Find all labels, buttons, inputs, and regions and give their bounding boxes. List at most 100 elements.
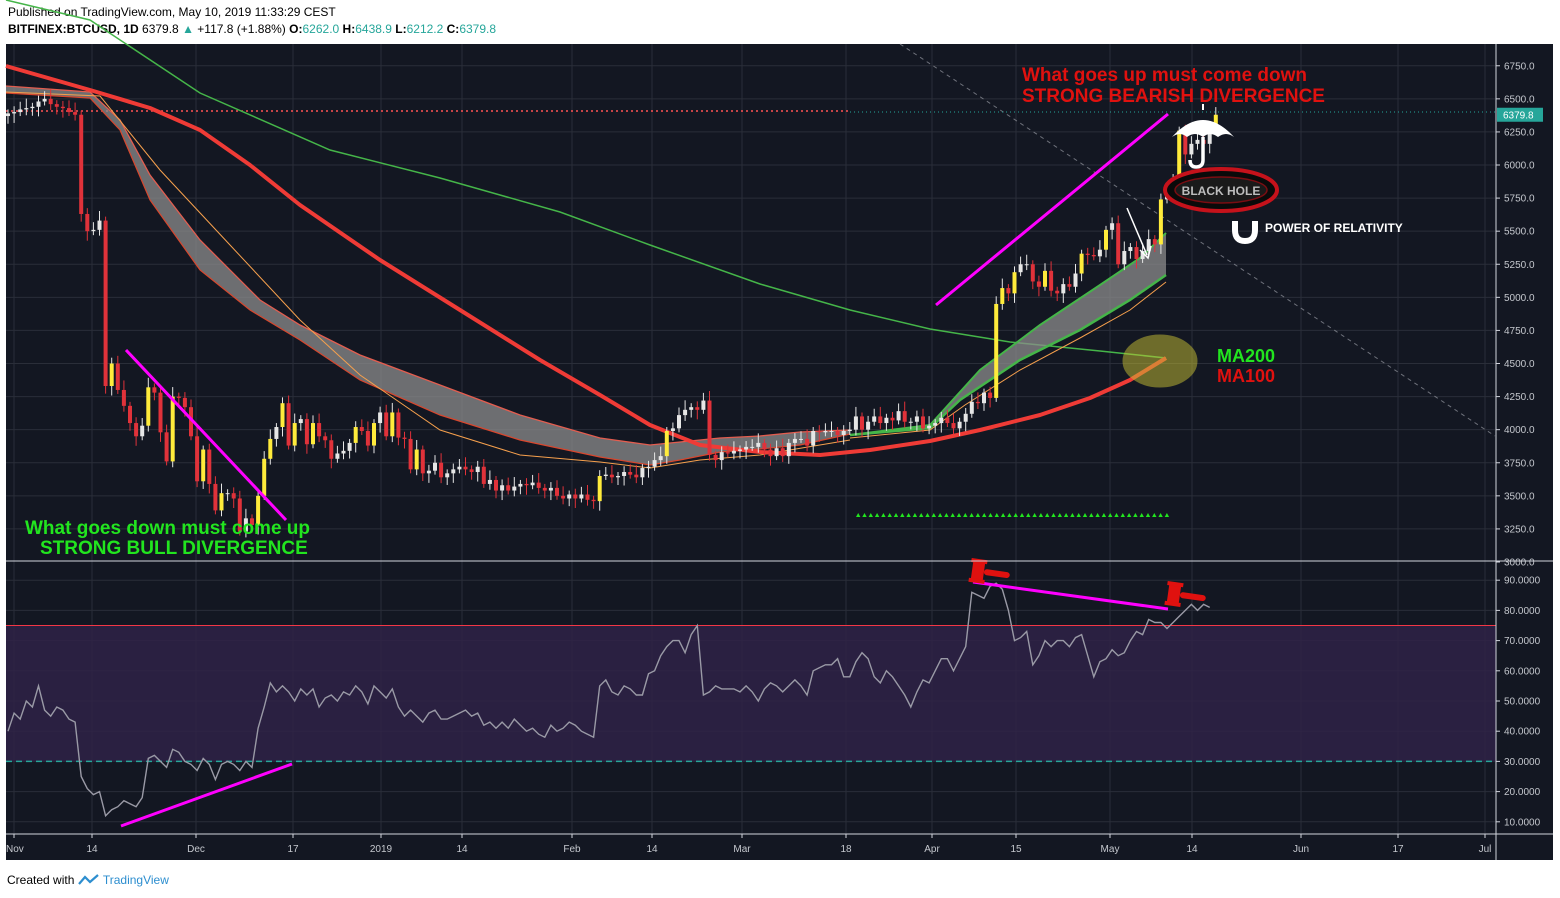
candle xyxy=(347,438,352,459)
signal-triangle-marker xyxy=(1139,513,1144,517)
price-pane xyxy=(5,0,1496,538)
candle-body xyxy=(311,423,315,445)
candle xyxy=(311,415,315,449)
candle-body xyxy=(48,98,53,105)
candle-body xyxy=(176,396,181,398)
signal-triangle-marker xyxy=(1013,513,1018,517)
candle-body xyxy=(494,479,498,491)
candle-body xyxy=(731,450,736,454)
candle-body xyxy=(384,412,389,437)
candle-body xyxy=(1183,130,1188,155)
candle-body xyxy=(1213,114,1218,130)
signal-triangle-marker xyxy=(1095,513,1100,517)
candle xyxy=(475,460,480,482)
tradingview-link[interactable]: TradingView xyxy=(102,873,169,887)
candle-body xyxy=(439,462,444,478)
time-tick-label: Dec xyxy=(187,844,205,855)
price-axis[interactable]: 6750.0 6500.0 6250.0 6000.0 5750.0 5500.0 5250… xyxy=(1496,61,1543,569)
candle-body xyxy=(109,363,114,387)
relativity-label: POWER OF RELATIVITY xyxy=(1265,221,1403,235)
candle-body xyxy=(969,401,974,414)
black-hole-core xyxy=(1174,176,1268,204)
candle-body xyxy=(1085,253,1090,255)
candle-body xyxy=(426,470,431,474)
candle-body xyxy=(622,472,627,476)
candle xyxy=(292,413,297,452)
time-tick-label: Nov xyxy=(6,844,24,855)
signal-triangle-marker xyxy=(919,513,924,517)
time-axis[interactable]: Nov 14 Dec 17 2019 14 Feb 14 Mar 18 Apr 15 May 14 Jun 1… xyxy=(6,834,1491,855)
candle-body xyxy=(1195,139,1200,144)
up-arrow-icon: ▲ xyxy=(182,22,194,36)
candle xyxy=(36,95,41,117)
rsi-axis[interactable]: 90.0000 80.0000 70.0000 60.0000 50.0000 40.00… xyxy=(1496,576,1541,829)
candle-body xyxy=(701,400,706,410)
candle-body xyxy=(85,213,90,232)
signal-triangle-marker xyxy=(1133,513,1138,517)
signal-triangle-marker xyxy=(994,513,999,517)
candle xyxy=(823,423,828,437)
umbrella-handle xyxy=(1188,137,1205,169)
candle xyxy=(982,388,986,411)
signal-triangle-marker xyxy=(1120,513,1125,517)
candle xyxy=(152,383,157,401)
candle xyxy=(561,486,566,505)
candle-body xyxy=(433,462,437,471)
time-tick-label: May xyxy=(1101,844,1120,855)
candle-body xyxy=(457,466,462,470)
pull-arrow-head xyxy=(1139,245,1152,260)
time-axis-background xyxy=(6,834,1553,860)
candle xyxy=(487,470,492,490)
candle-body xyxy=(896,411,901,421)
signal-triangle-marker xyxy=(912,513,918,517)
descending-trend-line xyxy=(899,43,1496,437)
gavel-handle xyxy=(983,569,1010,579)
candle-body xyxy=(1043,270,1047,287)
candle-body xyxy=(1055,290,1060,294)
candle xyxy=(829,421,834,437)
candle xyxy=(1006,284,1011,302)
candle xyxy=(536,473,541,494)
candle xyxy=(1000,278,1005,310)
signal-triangle-marker xyxy=(963,513,968,517)
candle xyxy=(762,438,767,458)
candle-body xyxy=(573,494,578,499)
candle-body xyxy=(927,425,932,429)
candle-body xyxy=(878,416,883,424)
rsi-tick-label: 90.0000 xyxy=(1504,576,1541,587)
candle-body xyxy=(1116,223,1121,265)
candle-body xyxy=(658,456,663,461)
umbrella-icon xyxy=(1172,104,1234,169)
candle-body xyxy=(756,442,761,447)
candle xyxy=(609,465,614,484)
gavel-head xyxy=(970,559,986,583)
candle xyxy=(939,411,944,433)
candle-body xyxy=(939,417,944,424)
candle-body xyxy=(225,493,230,495)
candle xyxy=(951,413,956,435)
candle xyxy=(750,439,755,451)
candle-body xyxy=(1079,253,1084,274)
rsi-tick-label: 10.0000 xyxy=(1504,817,1541,828)
black-hole-label: BLACK HOLE xyxy=(1182,184,1261,198)
close-label: C: xyxy=(446,22,460,36)
candle xyxy=(54,100,59,115)
candle-body xyxy=(542,487,547,491)
candle xyxy=(591,495,596,509)
candle xyxy=(506,477,511,495)
candle xyxy=(359,419,364,435)
candle xyxy=(927,416,932,435)
rsi-pane xyxy=(7,580,1211,828)
time-tick-label: Mar xyxy=(733,844,751,855)
ma200-label: MA200 xyxy=(1217,346,1275,366)
candle-body xyxy=(408,438,413,470)
candle xyxy=(597,470,602,511)
candle-body xyxy=(1177,130,1182,184)
signal-triangle-marker xyxy=(975,513,981,517)
candle xyxy=(402,431,407,449)
candle xyxy=(73,102,78,121)
signal-triangle-marker xyxy=(1089,513,1094,517)
candle xyxy=(1116,215,1121,269)
